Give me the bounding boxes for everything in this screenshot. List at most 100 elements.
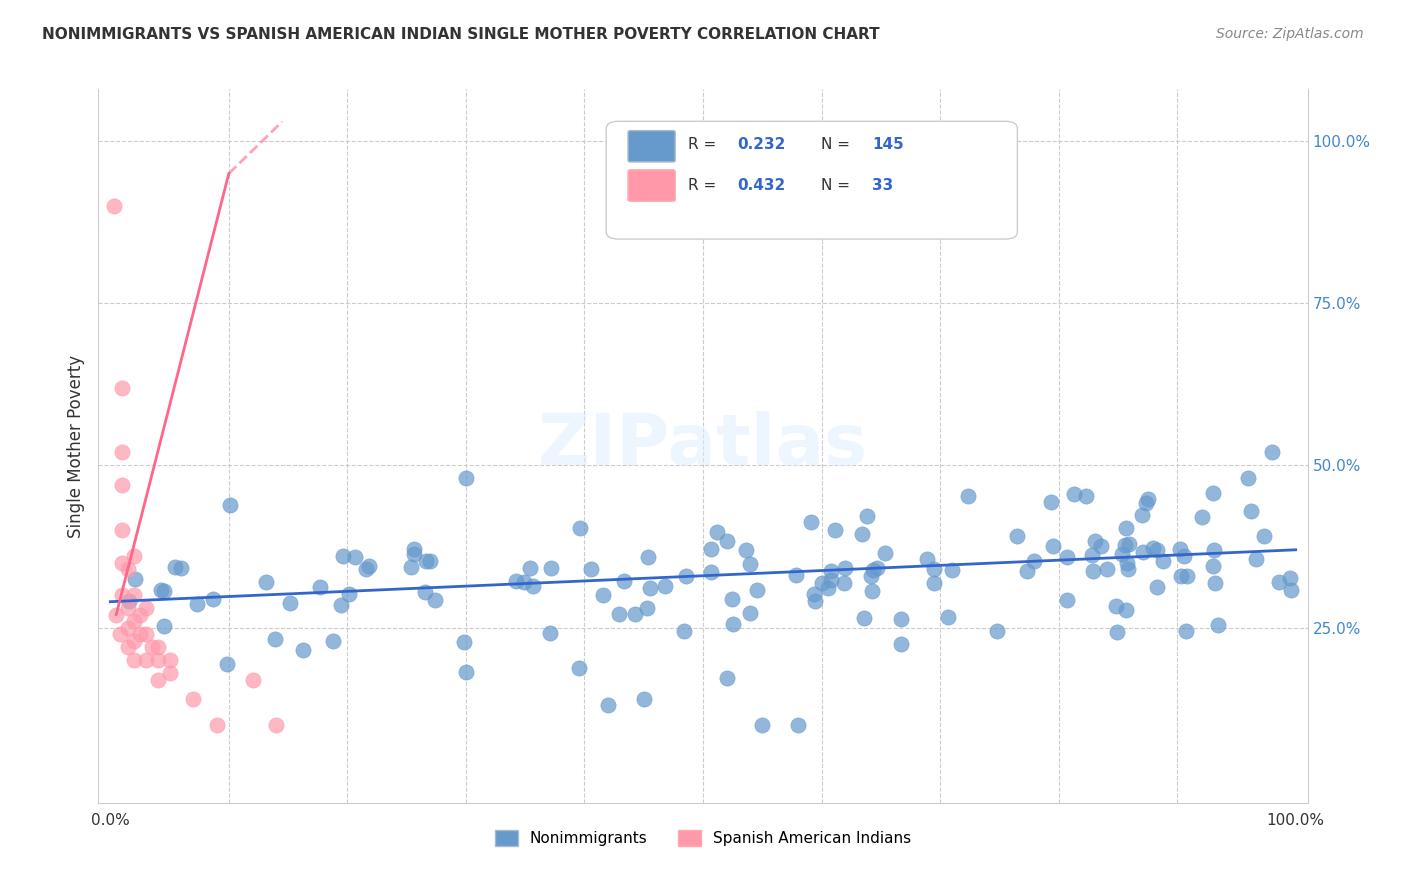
Point <box>159 653 181 667</box>
Point <box>201 591 224 606</box>
Point <box>820 564 842 578</box>
Point <box>1170 541 1192 556</box>
Y-axis label: Single Mother Poverty: Single Mother Poverty <box>66 354 84 538</box>
Point <box>122 653 145 667</box>
Point <box>181 692 204 706</box>
Point <box>941 562 963 576</box>
Point <box>218 498 240 512</box>
Point <box>820 574 842 588</box>
Point <box>404 547 426 561</box>
Point <box>278 596 301 610</box>
Point <box>1107 624 1129 639</box>
Point <box>873 546 896 560</box>
Point <box>1115 521 1137 535</box>
Point <box>1201 558 1223 573</box>
Point <box>454 665 477 679</box>
Point <box>673 624 696 638</box>
Point <box>834 561 856 575</box>
Point <box>1040 494 1063 508</box>
Point <box>866 560 889 574</box>
Point <box>111 588 134 602</box>
Point <box>751 718 773 732</box>
Point <box>401 560 423 574</box>
Point <box>1015 564 1038 578</box>
Point <box>922 576 945 591</box>
Point <box>1152 554 1174 568</box>
Point <box>330 598 353 612</box>
Point <box>135 601 157 615</box>
Point <box>152 583 174 598</box>
Text: NONIMMIGRANTS VS SPANISH AMERICAN INDIAN SINGLE MOTHER POVERTY CORRELATION CHART: NONIMMIGRANTS VS SPANISH AMERICAN INDIAN… <box>42 27 880 42</box>
Point <box>716 534 738 549</box>
Point <box>309 580 332 594</box>
Point <box>402 541 425 556</box>
Point <box>1056 593 1078 607</box>
Point <box>1118 537 1140 551</box>
Point <box>291 643 314 657</box>
Point <box>540 560 562 574</box>
Point <box>851 527 873 541</box>
Point <box>512 574 534 589</box>
Point <box>1244 551 1267 566</box>
Point <box>423 593 446 607</box>
Point <box>322 634 344 648</box>
Point <box>1142 541 1164 556</box>
Point <box>256 575 278 590</box>
Point <box>454 471 477 485</box>
Point <box>1202 486 1225 500</box>
Text: R =: R = <box>689 137 721 153</box>
Point <box>860 568 883 582</box>
Point <box>418 554 440 568</box>
Point <box>862 563 884 577</box>
Point <box>721 592 744 607</box>
Point <box>118 594 141 608</box>
Point <box>1206 618 1229 632</box>
Point <box>922 562 945 576</box>
Point <box>146 640 169 654</box>
Point <box>1095 562 1118 576</box>
Point <box>170 561 193 575</box>
Point <box>103 199 125 213</box>
Point <box>1005 529 1028 543</box>
Point <box>721 617 744 632</box>
Point <box>890 637 912 651</box>
Point <box>332 549 354 563</box>
Text: ZIPatlas: ZIPatlas <box>538 411 868 481</box>
Point <box>1261 445 1284 459</box>
Point <box>986 624 1008 638</box>
Point <box>860 584 883 599</box>
Point <box>111 556 134 570</box>
Point <box>1175 624 1198 639</box>
Point <box>607 607 630 621</box>
Point <box>1146 580 1168 594</box>
Point <box>747 582 769 597</box>
Point <box>1130 508 1153 522</box>
Point <box>700 565 723 579</box>
Point <box>165 560 187 574</box>
Legend: Nonimmigrants, Spanish American Indians: Nonimmigrants, Spanish American Indians <box>488 824 918 852</box>
Text: 145: 145 <box>872 137 904 153</box>
Point <box>122 614 145 628</box>
Point <box>153 619 176 633</box>
Point <box>522 579 544 593</box>
Point <box>141 640 163 654</box>
Point <box>569 520 592 534</box>
Point <box>1204 575 1226 590</box>
Point <box>1090 539 1112 553</box>
Point <box>505 574 527 588</box>
Point <box>738 607 761 621</box>
Point <box>654 578 676 592</box>
Point <box>1268 575 1291 590</box>
Point <box>1240 504 1263 518</box>
Point <box>1084 533 1107 548</box>
Point <box>637 550 659 565</box>
Point <box>354 562 377 576</box>
Point <box>817 581 839 595</box>
Point <box>415 554 437 568</box>
Point <box>357 558 380 573</box>
Point <box>1237 471 1260 485</box>
Point <box>1135 496 1157 510</box>
Text: N =: N = <box>821 178 855 193</box>
Point <box>675 568 697 582</box>
Point <box>1081 549 1104 563</box>
